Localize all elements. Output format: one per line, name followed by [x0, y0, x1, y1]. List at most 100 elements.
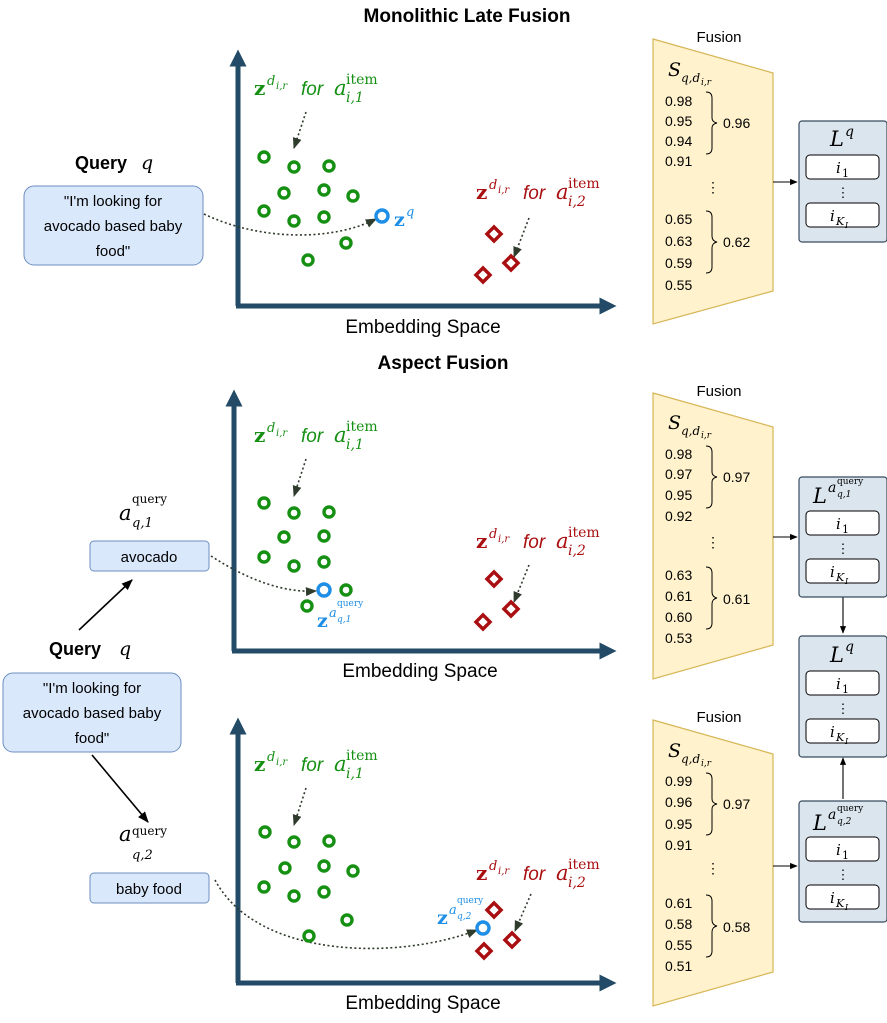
score-value: 0.97 [665, 466, 692, 482]
item2-point [484, 224, 504, 244]
score-symbol: S [668, 59, 681, 81]
zq-sup: q [406, 205, 414, 220]
list-item-first [805, 836, 880, 862]
item1-point [287, 835, 301, 849]
z-sup-sub: i,r [276, 81, 288, 92]
score-value: 0.55 [665, 937, 692, 953]
axis-label: Embedding Space [345, 317, 500, 338]
item1-point [322, 505, 336, 519]
za-sup: a [329, 606, 337, 621]
aspect2-to-embedding-arrow [214, 879, 479, 950]
a-sup: item [346, 419, 378, 435]
score-value: 0.91 [665, 837, 692, 853]
embedding-plot-2: Embedding Space [225, 389, 617, 682]
list-symbol: L [812, 484, 827, 508]
list-symbol: L [812, 811, 827, 835]
score-value: 0.61 [665, 895, 692, 911]
item-sub: 1 [842, 849, 849, 862]
list-sup-sub: q,1 [837, 490, 851, 500]
query-text-line1: "I'm looking for [64, 193, 162, 210]
query-to-embedding-arrow [203, 213, 378, 236]
z-symbol: z [476, 861, 487, 885]
item1-point [317, 183, 331, 197]
score-value: 0.53 [665, 630, 692, 646]
aspect-fusion-title: Aspect Fusion [378, 353, 509, 374]
list-sup-sup: query [837, 804, 864, 814]
ranked-list-la1: L a query q,1 i 1 ⋮ i K I [798, 476, 887, 598]
score-sub-sub: i,r [701, 78, 712, 88]
item1-pointer-plot2 [292, 458, 307, 498]
item-symbol: i [830, 723, 835, 741]
item1-point [287, 889, 301, 903]
item-symbol: i [836, 515, 841, 533]
a-symbol: a [334, 423, 347, 447]
item1-point [287, 559, 301, 573]
query-text-line3: food" [96, 243, 131, 260]
group-brace [705, 566, 718, 630]
for-word: for [301, 755, 324, 776]
item1-point [317, 529, 331, 543]
group-brace [705, 445, 718, 509]
query-embedding-point [374, 208, 390, 224]
aspect-text: baby food [116, 881, 182, 898]
query-top: Query q "I'm looking for avocado based b… [23, 152, 204, 266]
aspect-box [89, 872, 210, 904]
list-sup-sup: query [837, 477, 864, 487]
ranked-list-la2: L a query q,2 i 1 ⋮ i K I [798, 800, 887, 923]
aspect-symbol: a [119, 822, 132, 846]
item2-point [484, 900, 504, 920]
list-symbol: L [829, 127, 844, 151]
ellipsis: ⋮ [706, 179, 720, 195]
for-word: for [523, 532, 546, 553]
a-symbol: a [556, 180, 569, 204]
score-value: 0.55 [665, 277, 692, 293]
item-symbol: i [830, 563, 835, 581]
za-symbol: z [437, 907, 448, 929]
score-sub: q,d [681, 71, 700, 85]
z-symbol: z [476, 180, 487, 204]
item2-point [474, 941, 494, 961]
list-item-last [805, 202, 880, 228]
aspect2-embedding-point [475, 920, 491, 936]
item1-point [300, 599, 314, 613]
item1-point [322, 834, 336, 848]
list-item-last [805, 558, 880, 584]
query-box [23, 185, 204, 266]
item1-pointer-plot3 [292, 787, 307, 827]
z-sup-sub: i,r [276, 428, 288, 439]
score-value: 0.92 [665, 508, 692, 524]
a-sub: i,1 [346, 766, 364, 782]
ellipsis: ⋮ [706, 534, 720, 550]
item1-point [278, 861, 292, 875]
item1-point [257, 550, 271, 564]
fusion-panel-1: Fusion S q,d i,r 0.98 0.95 0.94 0.91 0.9… [652, 29, 774, 325]
aspect-1: a query q,1 avocado [89, 492, 210, 572]
item2-point [484, 569, 504, 589]
aspect-sub: q,2 [132, 848, 153, 863]
list-item-last [805, 884, 880, 910]
item1-point [277, 530, 291, 544]
item1-point [287, 506, 301, 520]
score-sub-sub: i,r [701, 759, 712, 769]
item-symbol: i [830, 889, 835, 907]
aggregated-score: 0.97 [723, 469, 750, 485]
embedding-plot-3: Embedding Space [229, 717, 617, 1014]
a-symbol: a [556, 529, 569, 553]
aspect1-embedding-point [316, 582, 332, 598]
item1-point [257, 204, 271, 218]
za1-label-plot2: z a query q,1 [317, 599, 364, 632]
group-brace [705, 91, 718, 155]
score-value: 0.63 [665, 567, 692, 583]
fusion-panel-3: Fusion S q,d i,r 0.99 0.96 0.95 0.91 0.9… [652, 709, 774, 1007]
z-sup: d [267, 750, 275, 765]
z-sup-sub: i,r [498, 534, 510, 545]
zq-symbol: z [394, 209, 405, 231]
item-sub: 1 [842, 167, 849, 180]
score-value: 0.95 [665, 487, 692, 503]
za-sup-sub: q,1 [337, 615, 351, 625]
item1-point [287, 214, 301, 228]
fusion-trapezoid [652, 392, 774, 680]
aspect-2: a query q,2 baby food [89, 822, 210, 904]
aggregated-score: 0.58 [723, 919, 750, 935]
fusion-title: Fusion [696, 383, 741, 400]
